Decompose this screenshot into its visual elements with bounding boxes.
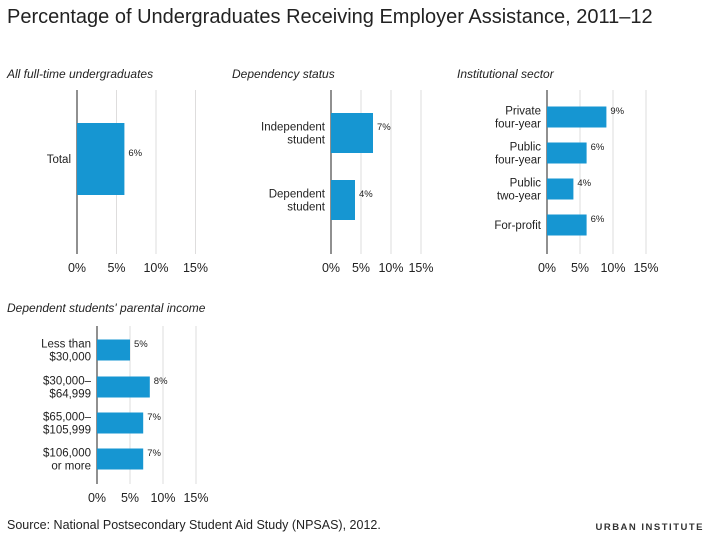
- panel-title-income: Dependent students' parental income: [7, 301, 206, 315]
- tick-label: 10%: [150, 491, 175, 505]
- category-label: Private four-year: [495, 106, 541, 131]
- category-label: $65,000– $105,999: [43, 412, 92, 437]
- category-label: For-profit: [494, 220, 541, 232]
- category-label-line: Public: [510, 178, 542, 190]
- bar: [547, 214, 587, 236]
- category-label-line: two-year: [497, 191, 541, 203]
- tick-label: 15%: [183, 491, 208, 505]
- value-label: 7%: [147, 412, 161, 423]
- tick-label: 0%: [322, 261, 340, 275]
- source-note: Source: National Postsecondary Student A…: [7, 518, 381, 532]
- bar: [97, 339, 130, 361]
- category-label: Public two-year: [497, 178, 541, 203]
- category-label-line: $106,000: [43, 448, 91, 460]
- bar: [547, 142, 587, 164]
- value-label: 6%: [591, 214, 605, 225]
- value-label: 7%: [147, 448, 161, 459]
- tick-label: 15%: [183, 261, 208, 275]
- tick-label: 5%: [352, 261, 370, 275]
- category-label-line: student: [287, 202, 326, 214]
- bar: [547, 106, 607, 128]
- value-label: 8%: [154, 376, 168, 387]
- category-label-line: Private: [505, 106, 541, 118]
- tick-label: 15%: [633, 261, 658, 275]
- category-label: $30,000– $64,999: [43, 376, 92, 401]
- tick-label: 5%: [107, 261, 125, 275]
- category-label-line: $65,000–: [43, 412, 92, 424]
- category-label: $106,000 or more: [43, 448, 91, 473]
- category-label-line: Total: [47, 154, 71, 166]
- tick-label: 5%: [121, 491, 139, 505]
- value-label: 4%: [359, 189, 373, 200]
- category-label-line: For-profit: [494, 220, 541, 232]
- tick-label: 10%: [143, 261, 168, 275]
- value-label: 6%: [128, 148, 142, 159]
- brand-logo-text: URBAN INSTITUTE: [595, 522, 704, 533]
- category-label: Public four-year: [495, 142, 541, 167]
- panel-title-dependency: Dependency status: [232, 67, 335, 81]
- tick-label: 15%: [408, 261, 433, 275]
- page-title: Percentage of Undergraduates Receiving E…: [7, 6, 653, 28]
- tick-label: 0%: [68, 261, 86, 275]
- bar: [331, 113, 373, 153]
- category-label: Dependent student: [269, 189, 326, 214]
- tick-label: 10%: [378, 261, 403, 275]
- category-label-line: four-year: [495, 119, 541, 131]
- category-label-line: four-year: [495, 155, 541, 167]
- category-label-line: Dependent: [269, 189, 326, 201]
- bar: [97, 448, 144, 470]
- bar: [77, 123, 125, 195]
- category-label-line: $64,999: [49, 389, 91, 401]
- category-label: Total: [47, 154, 71, 166]
- bar: [97, 376, 150, 398]
- bar: [331, 180, 355, 220]
- category-label-line: Public: [510, 142, 542, 154]
- bar: [547, 178, 574, 200]
- tick-label: 10%: [600, 261, 625, 275]
- value-label: 7%: [377, 122, 391, 133]
- bar: [97, 412, 144, 434]
- category-label-line: $105,999: [43, 425, 91, 437]
- value-label: 5%: [134, 339, 148, 350]
- category-label-line: or more: [51, 461, 91, 473]
- tick-label: 0%: [538, 261, 556, 275]
- value-label: 9%: [610, 106, 624, 117]
- category-label-line: student: [287, 135, 326, 147]
- category-label-line: $30,000: [49, 352, 91, 364]
- tick-label: 0%: [88, 491, 106, 505]
- panel-title-sector: Institutional sector: [457, 67, 554, 81]
- category-label: Independent student: [261, 122, 326, 147]
- value-label: 4%: [577, 178, 591, 189]
- panel-title-all: All full-time undergraduates: [7, 67, 154, 81]
- category-label: Less than $30,000: [41, 339, 91, 364]
- category-label-line: Independent: [261, 122, 326, 134]
- category-label-line: Less than: [41, 339, 91, 351]
- tick-label: 5%: [571, 261, 589, 275]
- value-label: 6%: [591, 142, 605, 153]
- category-label-line: $30,000–: [43, 376, 92, 388]
